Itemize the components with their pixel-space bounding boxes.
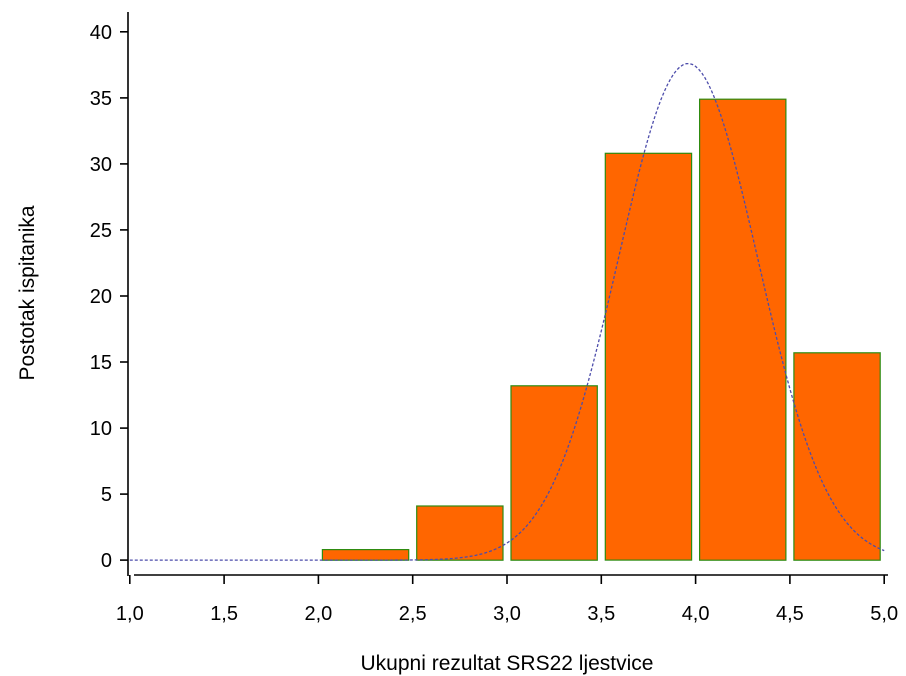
histogram-bar-3 [510,385,598,561]
x-tick-label: 5,0 [870,603,898,625]
x-tick-label: 2,0 [304,603,332,625]
x-axis-title: Ukupni rezultat SRS22 ljestvice [361,652,654,675]
normal-distribution-curve [129,62,885,561]
y-tick-label: 0 [101,550,112,572]
x-tick-label: 1,0 [116,603,144,625]
y-tick-label: 15 [90,352,112,374]
y-axis-ticks: 0 5 10 15 20 25 30 35 40 [90,22,128,572]
y-tick-label: 25 [90,220,112,242]
x-tick-label: 4,0 [682,603,710,625]
x-tick-label: 3,5 [587,603,615,625]
histogram-bar-1 [321,548,410,561]
y-tick-label: 35 [90,88,112,110]
y-tick-label: 20 [90,286,112,308]
y-tick-label: 30 [90,154,112,176]
x-axis-ticks: 1,0 1,5 2,0 2,5 3,0 3,5 4,0 4,5 5,0 [116,575,898,625]
y-axis-title: Postotak ispitanika [16,205,39,380]
histogram-bar-6 [793,352,881,561]
histogram-bars [321,98,881,561]
x-tick-label: 3,0 [493,603,521,625]
y-tick-label: 10 [90,418,112,440]
x-tick-label: 2,5 [399,603,427,625]
x-tick-label: 1,5 [210,603,238,625]
histogram-bar-2 [416,505,504,561]
y-tick-label: 5 [101,484,112,506]
histogram-bar-4 [604,152,693,561]
x-tick-label: 4,5 [776,603,804,625]
histogram-bar-5 [698,98,787,561]
y-tick-label: 40 [90,22,112,44]
